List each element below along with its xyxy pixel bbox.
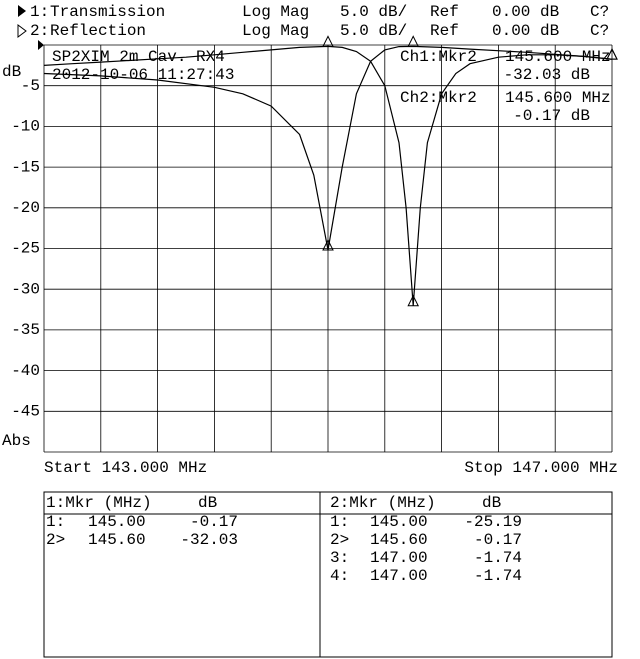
marker-index: 4: xyxy=(330,567,349,585)
start-label: Start 143.000 MHz xyxy=(44,459,207,477)
marker-db: -25.19 xyxy=(464,513,522,531)
marker-db: -0.17 xyxy=(474,531,522,549)
header-ref-label: Ref xyxy=(430,22,459,40)
header-ref: 0.00 dB xyxy=(492,22,559,40)
marker-freq: 147.00 xyxy=(370,549,428,567)
y-axis-label: dB xyxy=(2,63,21,81)
header-ref: 0.00 dB xyxy=(492,3,559,21)
marker-channel: Ch1:Mkr2 xyxy=(400,48,477,66)
header-prefix: 1: xyxy=(30,3,49,21)
marker-value: -32.03 dB xyxy=(504,66,590,84)
y-tick-label: -15 xyxy=(11,158,40,176)
header-scale: 5.0 dB/ xyxy=(340,3,407,21)
annotation: 2012-10-06 11:27:43 xyxy=(52,66,234,84)
marker-freq: 145.600 MHz xyxy=(505,89,611,107)
active-channel-icon xyxy=(18,5,26,17)
channel-icon xyxy=(17,24,27,38)
marker-index: 2> xyxy=(46,531,65,549)
table-header: 2:Mkr (MHz) xyxy=(330,494,436,512)
table-header: dB xyxy=(198,494,217,512)
marker-triangle xyxy=(407,294,420,307)
trace xyxy=(43,45,613,306)
y-tick-label: -5 xyxy=(21,77,40,95)
marker-index: 2> xyxy=(330,531,349,549)
marker-triangle xyxy=(606,48,618,60)
series-name: Transmission xyxy=(50,3,165,21)
table-header: 1:Mkr (MHz) xyxy=(46,494,152,512)
marker-freq: 145.60 xyxy=(88,531,146,549)
marker-db: -0.17 xyxy=(190,513,238,531)
marker-freq: 145.60 xyxy=(370,531,428,549)
header-format: Log Mag xyxy=(242,3,309,21)
table-frame xyxy=(43,491,613,658)
y-tick-label: -40 xyxy=(11,362,40,380)
header-cal: C? xyxy=(590,22,609,40)
header-cal: C? xyxy=(590,3,609,21)
ref-arrow xyxy=(38,40,44,50)
table-header: dB xyxy=(482,494,501,512)
y-tick-label: -35 xyxy=(11,321,40,339)
y-tick-label: -10 xyxy=(11,118,40,136)
y-mode-label: Abs xyxy=(2,432,31,450)
marker-db: -1.74 xyxy=(474,549,522,567)
series-name: Reflection xyxy=(50,22,146,40)
marker-freq: 147.00 xyxy=(370,567,428,585)
marker-db: -1.74 xyxy=(474,567,522,585)
marker-freq: 145.00 xyxy=(88,513,146,531)
marker-value: -0.17 dB xyxy=(513,107,590,125)
stop-label: Stop 147.000 MHz xyxy=(464,459,618,477)
marker-index: 1: xyxy=(330,513,349,531)
marker-index: 1: xyxy=(46,513,65,531)
y-tick-label: -45 xyxy=(11,403,40,421)
annotation: SP2XIM 2m Cav. RX4 xyxy=(52,48,225,66)
marker-channel: Ch2:Mkr2 xyxy=(400,89,477,107)
header-format: Log Mag xyxy=(242,22,309,40)
marker-triangle xyxy=(322,35,334,47)
y-tick-label: -30 xyxy=(11,280,40,298)
header-prefix: 2: xyxy=(30,22,49,40)
marker-db: -32.03 xyxy=(180,531,238,549)
marker-freq: 145.00 xyxy=(370,513,428,531)
marker-triangle xyxy=(322,238,334,251)
y-tick-label: -25 xyxy=(11,240,40,258)
header-ref-label: Ref xyxy=(430,3,459,21)
marker-index: 3: xyxy=(330,549,349,567)
trace xyxy=(43,45,613,251)
header-scale: 5.0 dB/ xyxy=(340,22,407,40)
marker-triangle xyxy=(407,35,420,47)
y-tick-label: -20 xyxy=(11,199,40,217)
